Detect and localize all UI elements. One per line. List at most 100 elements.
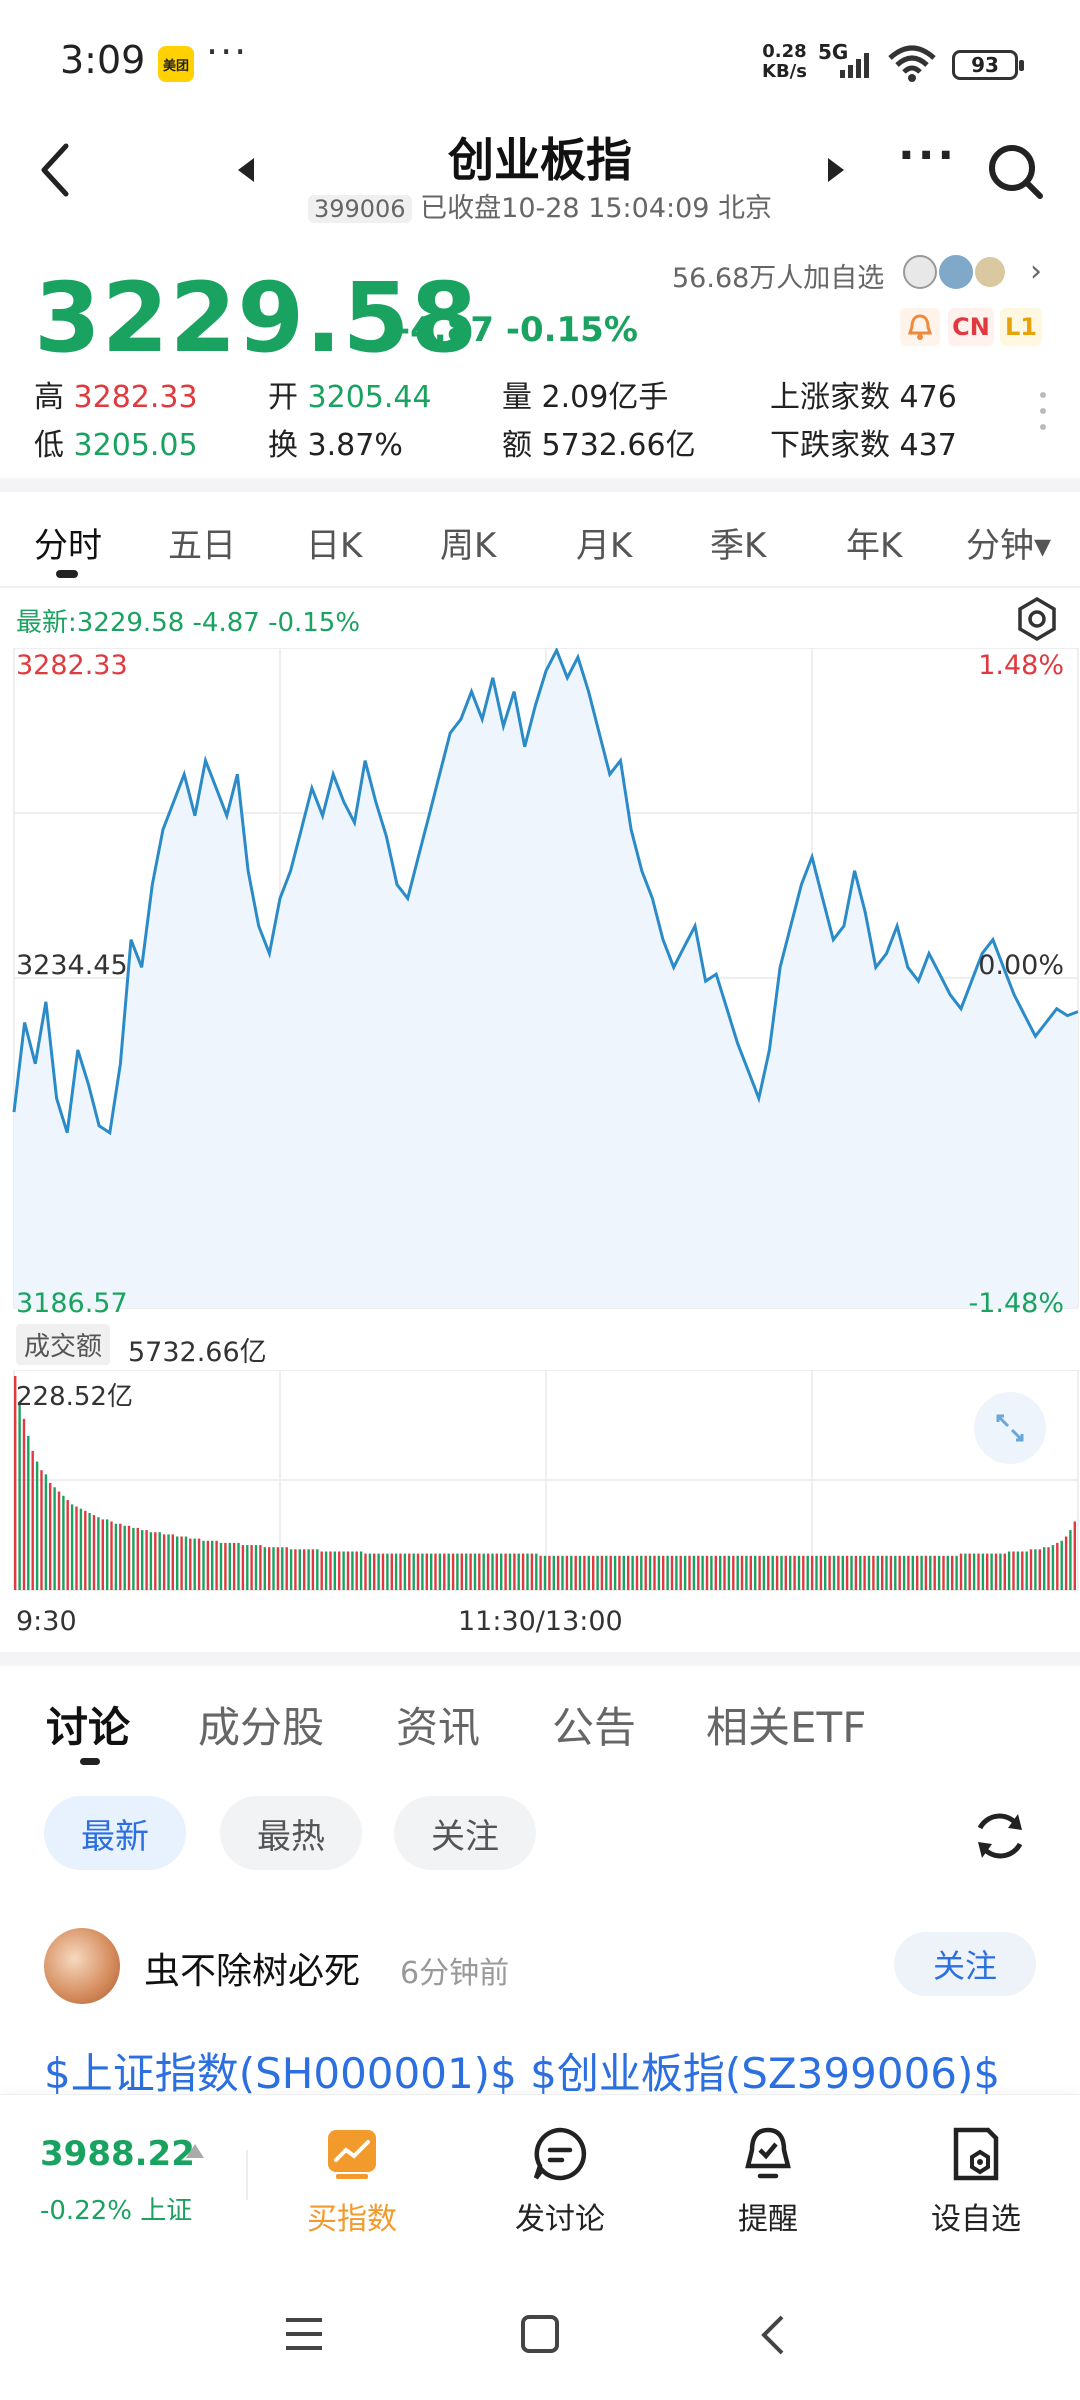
volume-bar (662, 1555, 665, 1590)
tab-constituents[interactable]: 成分股 (198, 1703, 325, 1752)
tab-daily-k[interactable]: 日K (306, 526, 363, 566)
volume-bar (863, 1555, 866, 1590)
volume-bar (526, 1553, 529, 1590)
watcher-avatars[interactable] (902, 250, 1014, 292)
volume-bar (162, 1534, 166, 1590)
x-axis-open-label: 9:30 (16, 1606, 77, 1637)
back-nav-icon[interactable] (758, 2314, 788, 2356)
next-index-icon[interactable] (826, 156, 846, 184)
buy-index-icon[interactable] (322, 2124, 382, 2184)
volume-bar (802, 1555, 805, 1590)
volume-bar (167, 1534, 170, 1590)
volume-bar (666, 1555, 669, 1590)
tab-announcements[interactable]: 公告 (552, 1703, 637, 1752)
volume-bar (263, 1547, 266, 1590)
volume-bar (1029, 1549, 1033, 1590)
tab-minute-dropdown[interactable]: 分钟▾ (966, 526, 1052, 566)
post-text[interactable]: $上证指数(SH000001)$ $创业板指(SZ399006)$ (44, 2049, 1001, 2098)
volume-bar (714, 1555, 717, 1590)
volume-bar (513, 1553, 516, 1590)
volume-bar (723, 1555, 726, 1590)
more-options-icon[interactable]: ··· (898, 130, 958, 181)
nav-add-watchlist[interactable]: 设自选 (931, 2202, 1021, 2237)
volume-bar (999, 1553, 1002, 1590)
tab-intraday[interactable]: 分时 (34, 526, 102, 566)
refresh-icon[interactable] (970, 1806, 1030, 1866)
volume-bar (171, 1534, 174, 1590)
discuss-icon[interactable] (530, 2124, 590, 2184)
volume-bar (705, 1555, 709, 1590)
volume-bar (710, 1555, 713, 1590)
volume-bar (40, 1470, 43, 1590)
volume-bar (123, 1525, 126, 1590)
volume-bar (635, 1555, 639, 1590)
volume-bar (1016, 1551, 1020, 1590)
nav-buy-index[interactable]: 买指数 (307, 2202, 397, 2237)
home-icon[interactable] (520, 2314, 560, 2354)
more-vertical-icon[interactable] (1040, 392, 1046, 440)
volume-bar (644, 1555, 647, 1590)
volume-bar (697, 1555, 700, 1590)
prev-index-icon[interactable] (236, 156, 256, 184)
nav-reminder[interactable]: 提醒 (738, 2202, 798, 2237)
volume-bar (136, 1527, 139, 1590)
sh-index-price[interactable]: 3988.22 (40, 2134, 195, 2174)
filter-hottest[interactable]: 最热 (220, 1796, 362, 1870)
volume-bar (964, 1553, 967, 1590)
tab-news[interactable]: 资讯 (396, 1703, 481, 1752)
volume-chart[interactable] (0, 1370, 1080, 1596)
tab-related-etf[interactable]: 相关ETF (706, 1703, 867, 1752)
tab-quarterly-k[interactable]: 季K (710, 526, 767, 566)
volume-bar (232, 1542, 236, 1590)
chart-settings-icon[interactable] (1014, 596, 1060, 642)
search-icon[interactable] (986, 142, 1046, 202)
volume-bar (727, 1555, 731, 1590)
sh-index-change[interactable]: -0.22% 上证 (40, 2196, 193, 2226)
follow-button[interactable]: 关注 (894, 1932, 1036, 1996)
volume-bar (1012, 1551, 1015, 1590)
tab-weekly-k[interactable]: 周K (440, 526, 497, 566)
tab-discussion[interactable]: 讨论 (46, 1703, 131, 1752)
tab-divider (0, 586, 1080, 588)
stat-open: 开 3205.44 (268, 380, 432, 415)
alert-icon[interactable] (738, 2124, 798, 2184)
filter-latest[interactable]: 最新 (44, 1796, 186, 1870)
volume-bar (806, 1555, 809, 1590)
volume-total: 5732.66亿 (128, 1337, 267, 1368)
menu-icon[interactable] (284, 2316, 324, 2352)
volume-bar (276, 1547, 280, 1590)
tab-yearly-k[interactable]: 年K (846, 526, 903, 566)
volume-bar (390, 1553, 393, 1590)
volume-bar (758, 1555, 761, 1590)
volume-bar (828, 1555, 831, 1590)
tab-monthly-k[interactable]: 月K (576, 526, 633, 566)
volume-bar (850, 1555, 853, 1590)
volume-bar (1073, 1521, 1076, 1590)
add-watchlist-icon[interactable] (946, 2124, 1006, 2184)
filter-following[interactable]: 关注 (394, 1796, 536, 1870)
volume-bar (443, 1553, 446, 1590)
volume-bar (127, 1525, 131, 1590)
battery-icon: 93 (952, 50, 1024, 80)
section-divider (0, 478, 1080, 492)
volume-bar (27, 1435, 30, 1590)
watchers-count[interactable]: 56.68万人加自选 (672, 263, 885, 294)
latest-quote-line: 最新:3229.58 -4.87 -0.15% (16, 608, 361, 638)
expand-chart-icon[interactable] (974, 1392, 1046, 1464)
post-author[interactable]: 虫不除树必死 (144, 1951, 361, 1992)
volume-bar (924, 1555, 928, 1590)
alert-bell-icon[interactable] (900, 308, 940, 346)
nav-post-discussion[interactable]: 发讨论 (515, 2202, 605, 2237)
volume-bar (430, 1553, 433, 1590)
back-arrow-icon[interactable] (36, 140, 76, 200)
author-avatar[interactable] (44, 1928, 120, 2004)
volume-max-label: 228.52亿 (16, 1382, 133, 1412)
chevron-right-icon[interactable]: › (1030, 254, 1042, 289)
volume-bar (548, 1555, 551, 1590)
volume-bar (447, 1553, 450, 1590)
intraday-price-chart[interactable] (0, 648, 1080, 1318)
volume-bar (254, 1545, 258, 1590)
volume-bar (972, 1553, 976, 1590)
chevron-up-icon[interactable] (186, 2144, 204, 2158)
tab-five-day[interactable]: 五日 (168, 526, 236, 566)
